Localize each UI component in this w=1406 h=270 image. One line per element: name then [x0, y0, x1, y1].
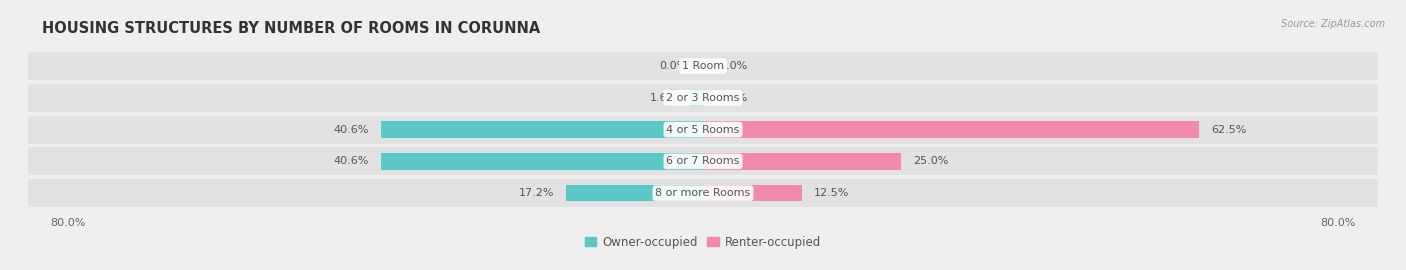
- Text: 62.5%: 62.5%: [1211, 124, 1247, 135]
- Text: HOUSING STRUCTURES BY NUMBER OF ROOMS IN CORUNNA: HOUSING STRUCTURES BY NUMBER OF ROOMS IN…: [42, 21, 540, 36]
- Bar: [28, 147, 1378, 175]
- Text: Source: ZipAtlas.com: Source: ZipAtlas.com: [1281, 19, 1385, 29]
- Bar: [690, 90, 703, 106]
- Text: 2 or 3 Rooms: 2 or 3 Rooms: [666, 93, 740, 103]
- Bar: [28, 179, 1378, 207]
- Bar: [567, 185, 703, 201]
- Bar: [28, 84, 1378, 112]
- Bar: [381, 121, 703, 138]
- Text: 12.5%: 12.5%: [814, 188, 849, 198]
- Text: 0.0%: 0.0%: [718, 61, 747, 71]
- Text: 1.6%: 1.6%: [650, 93, 678, 103]
- Text: 0.0%: 0.0%: [659, 61, 688, 71]
- Text: 6 or 7 Rooms: 6 or 7 Rooms: [666, 156, 740, 166]
- Bar: [28, 116, 1378, 144]
- Bar: [703, 121, 1199, 138]
- Text: 40.6%: 40.6%: [333, 156, 368, 166]
- Bar: [703, 153, 901, 170]
- Legend: Owner-occupied, Renter-occupied: Owner-occupied, Renter-occupied: [579, 231, 827, 253]
- Text: 40.6%: 40.6%: [333, 124, 368, 135]
- Bar: [28, 52, 1378, 80]
- Bar: [381, 153, 703, 170]
- Bar: [703, 185, 803, 201]
- Text: 17.2%: 17.2%: [519, 188, 554, 198]
- Text: 0.0%: 0.0%: [718, 93, 747, 103]
- Text: 1 Room: 1 Room: [682, 61, 724, 71]
- Text: 8 or more Rooms: 8 or more Rooms: [655, 188, 751, 198]
- Text: 25.0%: 25.0%: [914, 156, 949, 166]
- Text: 4 or 5 Rooms: 4 or 5 Rooms: [666, 124, 740, 135]
